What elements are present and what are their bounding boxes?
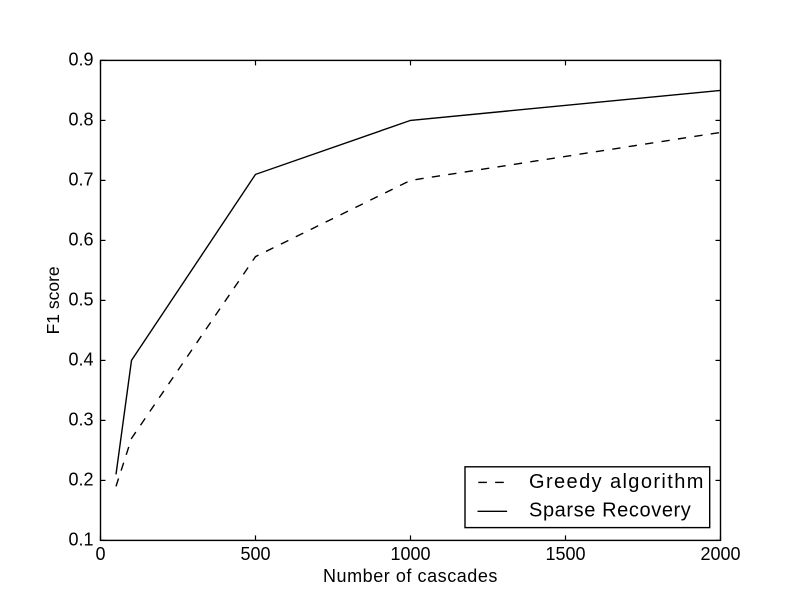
svg-text:1500: 1500 (545, 544, 585, 564)
svg-text:0: 0 (95, 544, 105, 564)
svg-text:0.6: 0.6 (68, 229, 93, 249)
svg-text:0.5: 0.5 (68, 289, 93, 309)
svg-text:2000: 2000 (700, 544, 740, 564)
svg-text:Sparse Recovery: Sparse Recovery (529, 499, 691, 521)
svg-text:0.1: 0.1 (68, 529, 93, 549)
svg-text:0.8: 0.8 (68, 109, 93, 129)
svg-text:500: 500 (240, 544, 270, 564)
svg-text:F1 score: F1 score (43, 266, 63, 334)
svg-text:0.9: 0.9 (68, 49, 93, 69)
svg-text:0.2: 0.2 (68, 469, 93, 489)
svg-text:1000: 1000 (390, 544, 430, 564)
svg-text:Number of cascades: Number of cascades (323, 566, 498, 586)
svg-text:Greedy algorithm: Greedy algorithm (529, 471, 705, 493)
svg-text:0.4: 0.4 (68, 349, 93, 369)
svg-text:0.3: 0.3 (68, 409, 93, 429)
svg-text:0.7: 0.7 (68, 169, 93, 189)
